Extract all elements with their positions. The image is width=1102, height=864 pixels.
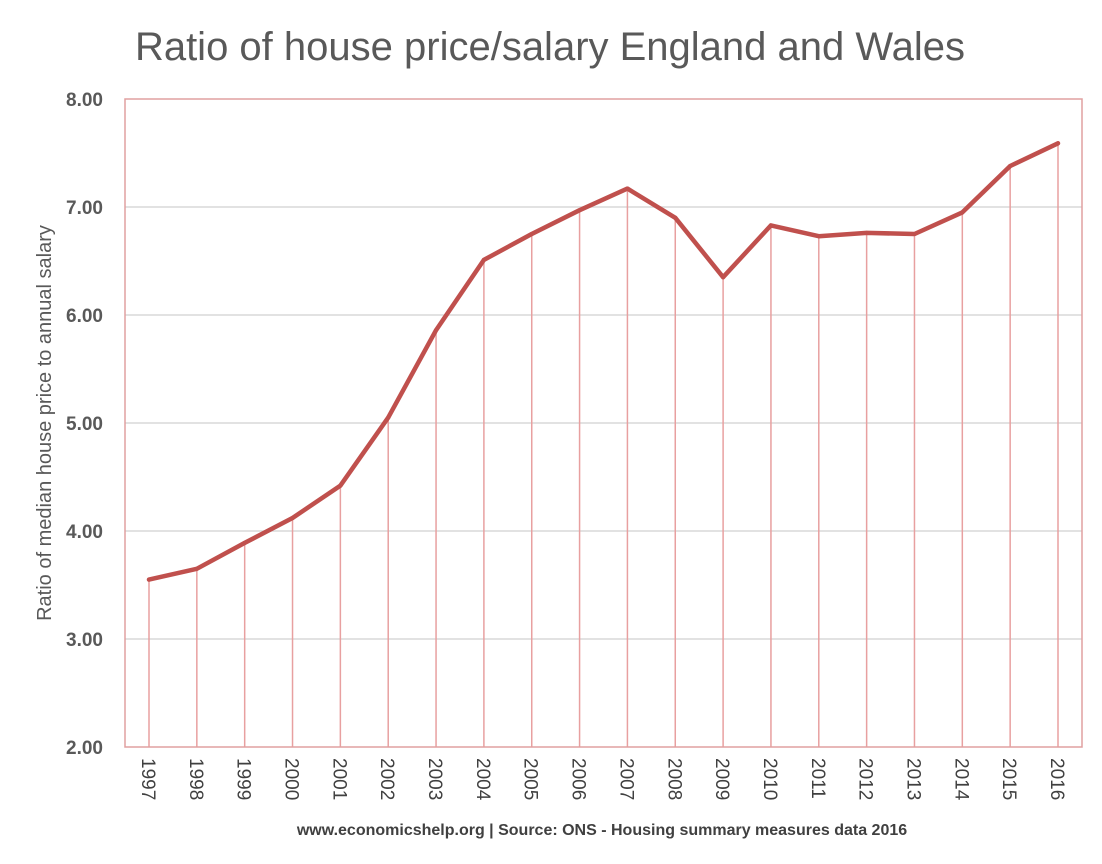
x-tick-label: 2012: [855, 758, 876, 800]
data-point: [338, 483, 343, 488]
x-tick-label: 2000: [281, 758, 302, 800]
gridlines: [125, 206, 1082, 640]
y-tick-label: 8.00: [66, 90, 103, 111]
x-tick-label: 2004: [472, 758, 493, 801]
series-line: [146, 141, 1061, 582]
x-tick-label: 2008: [663, 758, 684, 800]
x-tick-label: 2006: [568, 758, 589, 800]
data-point: [194, 566, 199, 571]
drop-lines: [148, 143, 1059, 747]
data-point: [434, 328, 439, 333]
x-tick-label: 1997: [137, 758, 158, 800]
x-tick-label: 2013: [902, 758, 923, 800]
x-tick-label: 2003: [424, 758, 445, 800]
y-axis-label: Ratio of median house price to annual sa…: [34, 225, 56, 621]
x-tick-label: 2010: [759, 758, 780, 800]
data-point: [386, 415, 391, 420]
data-point: [481, 257, 486, 262]
x-tick-label: 2016: [1046, 758, 1067, 800]
data-point: [673, 215, 678, 220]
x-tick-label: 1999: [233, 758, 254, 800]
data-point: [625, 186, 630, 191]
plot-area-border: [124, 98, 1083, 748]
y-tick-label: 7.00: [66, 198, 103, 219]
data-point: [912, 232, 917, 236]
x-tick-label: 2014: [950, 758, 971, 801]
y-tick-label: 4.00: [66, 522, 103, 543]
data-point: [577, 208, 582, 213]
x-tick-label: 2001: [328, 758, 349, 800]
x-tick-label: 2002: [376, 758, 397, 800]
series-line-group: [146, 141, 1061, 582]
data-point: [721, 275, 726, 280]
data-point: [242, 540, 247, 545]
data-point: [768, 223, 773, 228]
x-tick-label: 2015: [998, 758, 1019, 800]
x-axis-label: www.economicshelp.org | Source: ONS - Ho…: [296, 822, 907, 839]
data-point: [864, 230, 869, 235]
data-point: [147, 577, 151, 582]
y-tick-label: 2.00: [66, 738, 103, 759]
data-point: [1056, 141, 1060, 146]
chart-title: Ratio of house price/salary England and …: [135, 25, 965, 69]
x-tick-label: 2011: [807, 758, 828, 799]
y-tick-label: 6.00: [66, 306, 103, 327]
data-point: [529, 232, 534, 236]
y-tick-label: 5.00: [66, 414, 103, 435]
x-tick-label: 1998: [185, 758, 206, 800]
y-tick-label: 3.00: [66, 630, 103, 651]
x-tick-label: 2007: [615, 758, 636, 800]
data-point: [816, 234, 821, 239]
x-tick-label: 2005: [520, 758, 541, 800]
x-tick-label: 2009: [711, 758, 732, 800]
data-point: [1008, 163, 1013, 168]
data-point: [960, 210, 965, 215]
y-axis-ticks: 2.00 3.00 4.00 5.00 6.00 7.00 8.00: [66, 90, 103, 759]
x-axis-ticks: 1997 1998 1999 2000 2001 2002 2003 2004 2005 2006…: [137, 758, 1067, 801]
data-point: [290, 516, 295, 521]
